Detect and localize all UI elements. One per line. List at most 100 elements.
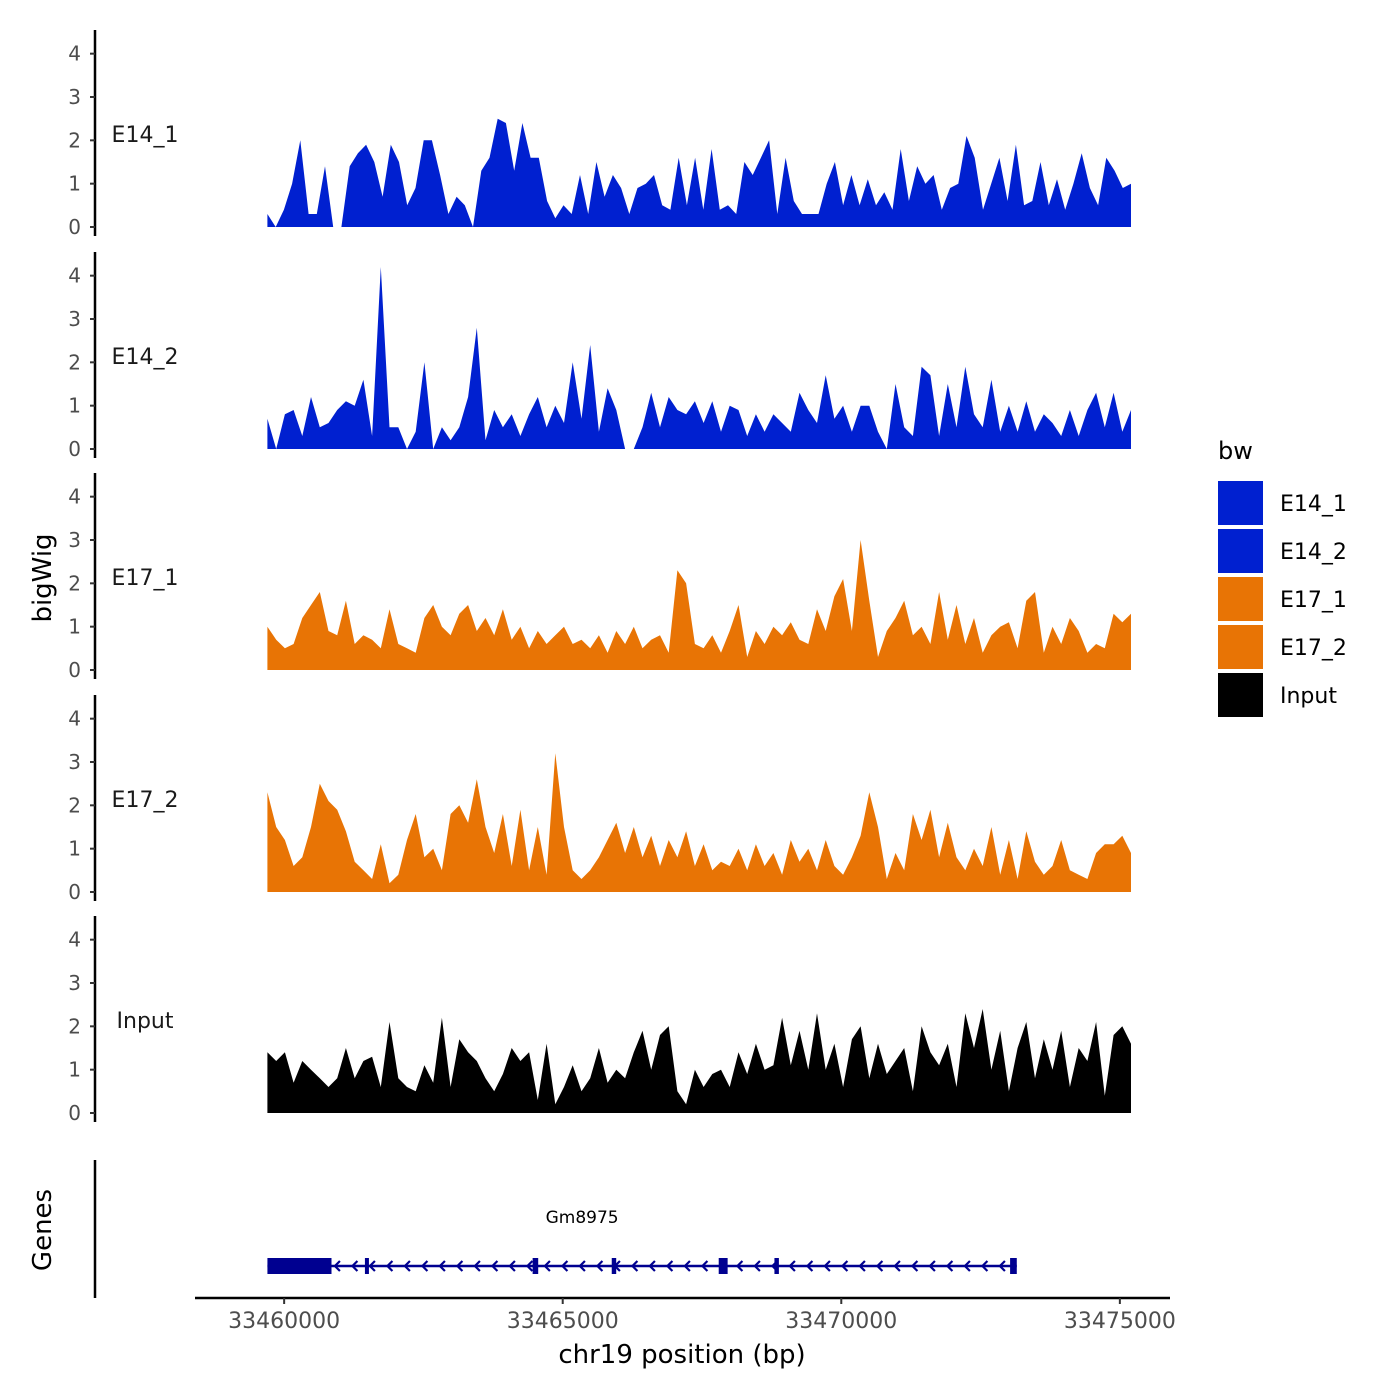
y-tick-label: 4 (68, 928, 81, 952)
legend-label: E17_1 (1280, 588, 1347, 613)
strand-arrow (403, 1260, 411, 1272)
strand-arrow (560, 1260, 569, 1272)
track-label: E14_1 (112, 123, 179, 148)
y-tick-label: 1 (68, 394, 81, 418)
signal-area (267, 267, 1131, 449)
strand-arrow (630, 1260, 639, 1272)
y-tick-label: 1 (68, 837, 81, 861)
legend-label: E14_2 (1280, 540, 1347, 565)
x-tick-label: 33460000 (228, 1309, 340, 1334)
strand-arrow (875, 1260, 884, 1272)
y-tick-label: 2 (68, 793, 81, 817)
gene-exon (718, 1258, 728, 1274)
track-input: 0 1 2 3 4 Input (68, 916, 1131, 1125)
strand-arrow (840, 1260, 849, 1272)
strand-arrow (893, 1260, 901, 1272)
strand-arrow (543, 1260, 551, 1272)
y-tick-label: 0 (68, 880, 81, 904)
track-label: E17_2 (112, 788, 179, 813)
strand-arrow (858, 1260, 866, 1272)
y-tick-label: 3 (68, 528, 81, 552)
y-tick-label: 3 (68, 750, 81, 774)
y-tick-label: 2 (68, 1014, 81, 1038)
strand-arrow (928, 1260, 936, 1272)
legend-items: E14_1 E14_2 E17_1 E17_2 Input (1218, 481, 1347, 717)
legend-item-input: Input (1218, 673, 1337, 717)
legend-title: bw (1218, 437, 1253, 465)
y-tick-label: 2 (68, 350, 81, 374)
strand-arrow (648, 1260, 656, 1272)
legend-item-e14-2: E14_2 (1218, 529, 1347, 573)
track-e14-1: 0 1 2 3 4 E14_1 (68, 30, 1131, 239)
strand-arrow (455, 1260, 464, 1272)
track-e17-2: 0 1 2 3 4 E17_2 (68, 695, 1131, 904)
legend-label: E14_1 (1280, 492, 1347, 517)
genes-axis-title: Genes (28, 1189, 58, 1271)
strand-arrow (788, 1260, 796, 1272)
gene-exon (364, 1258, 369, 1274)
gene-label: Gm8975 (546, 1208, 619, 1228)
strand-arrow (998, 1260, 1006, 1272)
strand-arrow (700, 1260, 709, 1272)
strand-arrow (910, 1260, 919, 1272)
genes-track: Gm8975 (93, 1160, 1017, 1298)
y-tick-label: 4 (68, 485, 81, 509)
y-tick-label: 3 (68, 307, 81, 331)
x-axis-title: chr19 position (bp) (558, 1340, 805, 1370)
y-tick-label: 4 (68, 707, 81, 731)
legend-swatch (1218, 673, 1263, 717)
strand-arrow (333, 1260, 341, 1272)
strand-arrow (420, 1260, 429, 1272)
y-tick-label: 1 (68, 1058, 81, 1082)
track-label: Input (117, 1009, 174, 1034)
y-tick-label: 0 (68, 215, 81, 239)
strand-arrow (683, 1260, 691, 1272)
legend-item-e17-2: E17_2 (1218, 625, 1347, 669)
legend-swatch (1218, 625, 1263, 669)
strand-arrow (350, 1260, 359, 1272)
y-tick-label: 0 (68, 437, 81, 461)
y-tick-label: 3 (68, 971, 81, 995)
signal-area (267, 540, 1131, 670)
legend-label: E17_2 (1280, 636, 1347, 661)
gene-exon (774, 1258, 779, 1274)
legend-swatch (1218, 577, 1263, 621)
strand-arrow (735, 1260, 744, 1272)
legend-item-e14-1: E14_1 (1218, 481, 1347, 525)
strand-arrow (385, 1260, 394, 1272)
y-tick-label: 4 (68, 42, 81, 66)
x-tick-label: 33470000 (785, 1309, 897, 1334)
strand-arrow (945, 1260, 954, 1272)
track-label: E17_1 (112, 566, 179, 591)
strand-arrow (980, 1260, 989, 1272)
legend-item-e17-1: E17_1 (1218, 577, 1347, 621)
strand-arrow (490, 1260, 499, 1272)
gene-exon (1010, 1258, 1017, 1274)
strand-arrow (753, 1260, 761, 1272)
legend-swatch (1218, 529, 1263, 573)
bigwig-tracks: 0 1 2 3 4 E14_1 0 1 2 3 4 E14_2 0 1 2 3 4 E17_1 0 1 2 3 4 E17_2… (68, 30, 1131, 1125)
strand-arrow (805, 1260, 814, 1272)
track-e14-2: 0 1 2 3 4 E14_2 (68, 252, 1131, 461)
y-axis-title: bigWig (28, 533, 58, 622)
strand-arrow (368, 1260, 376, 1272)
strand-arrow (508, 1260, 516, 1272)
y-tick-label: 0 (68, 1101, 81, 1125)
strand-arrow (438, 1260, 446, 1272)
y-tick-label: 2 (68, 571, 81, 595)
signal-area (267, 118, 1131, 227)
x-tick-label: 33465000 (507, 1309, 619, 1334)
strand-arrow (525, 1260, 534, 1272)
gene-exon (611, 1258, 617, 1274)
x-axis: 33460000 33465000 33470000 33475000 (195, 1296, 1176, 1334)
legend-swatch (1218, 481, 1263, 525)
gene-gm8975: Gm8975 (267, 1208, 1017, 1274)
y-tick-label: 4 (68, 264, 81, 288)
gene-exon (267, 1258, 332, 1274)
strand-arrow (473, 1260, 481, 1272)
y-tick-label: 3 (68, 85, 81, 109)
legend-label: Input (1280, 684, 1337, 709)
track-e17-1: 0 1 2 3 4 E17_1 (68, 473, 1131, 682)
legend: bw E14_1 E14_2 E17_1 E17_2 Input (1218, 437, 1347, 717)
